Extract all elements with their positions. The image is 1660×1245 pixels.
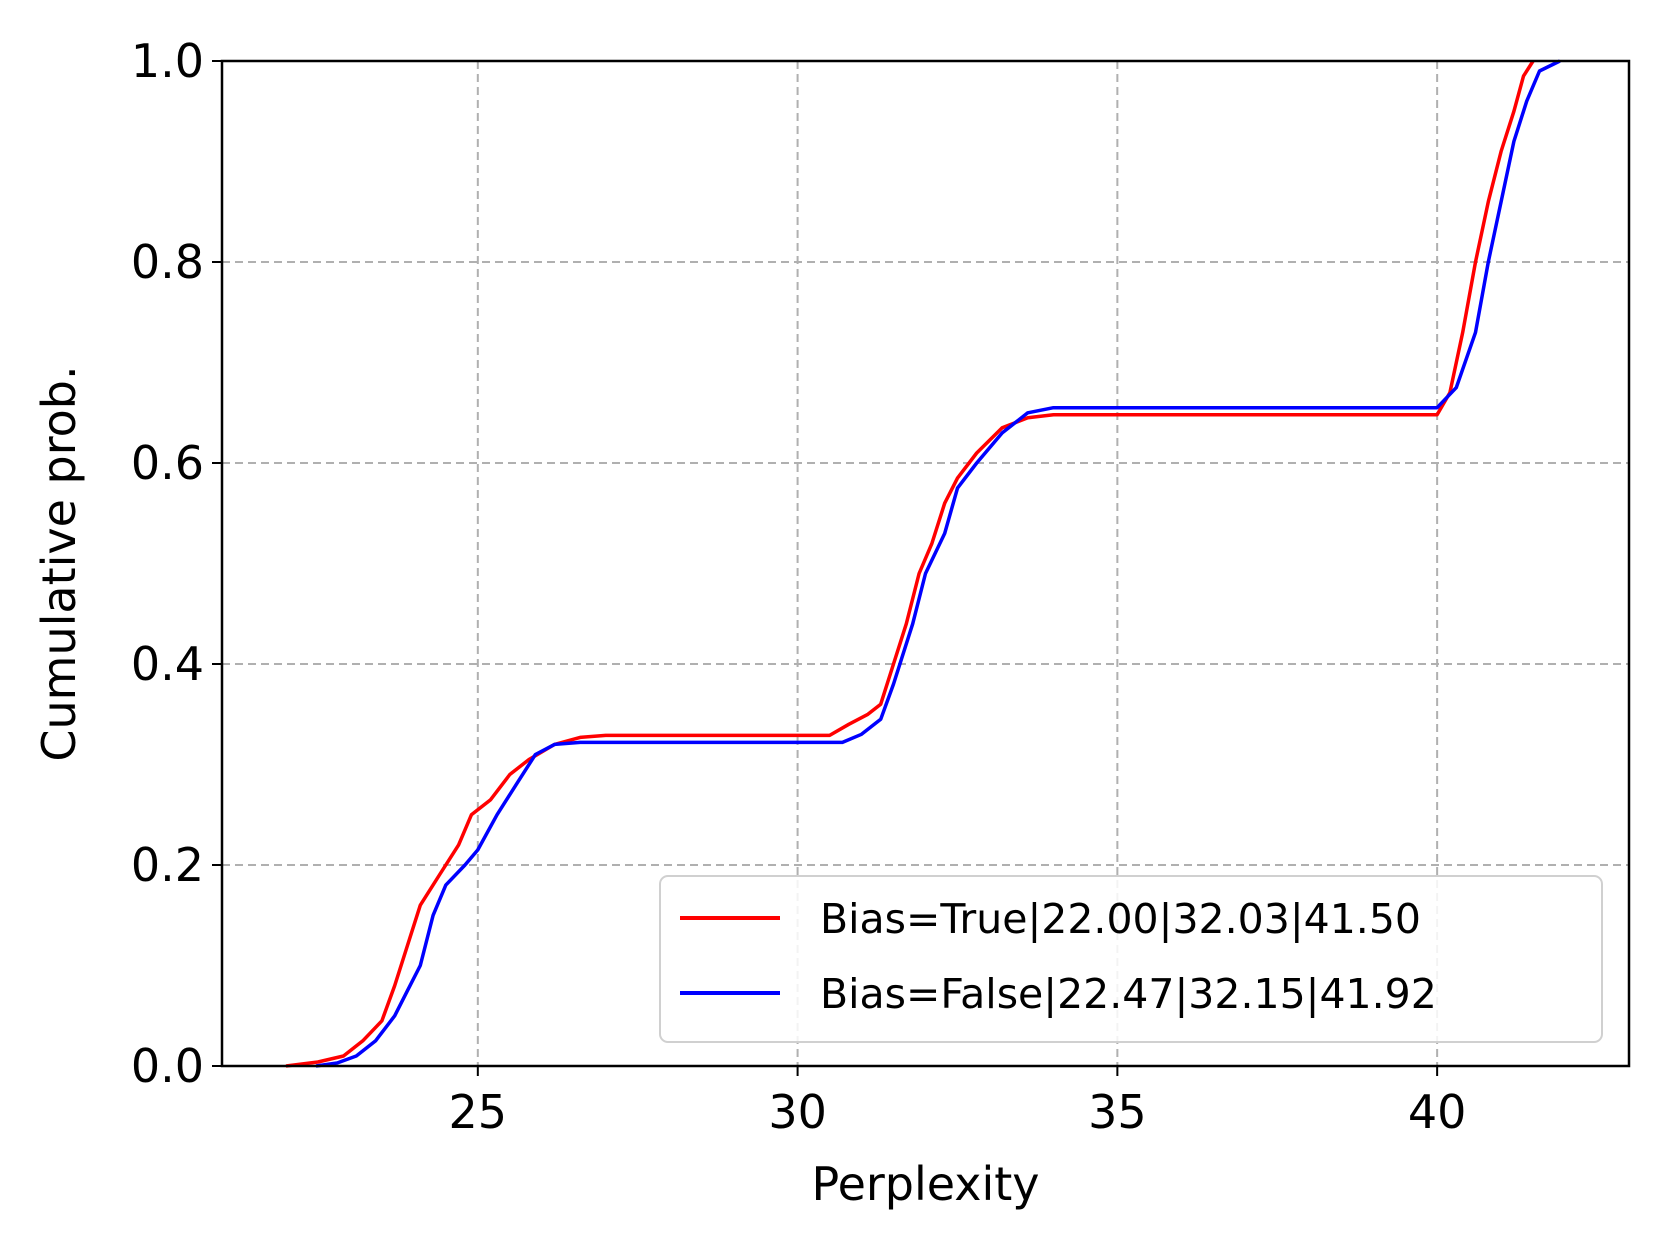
- series-line-bias-true: [285, 60, 1535, 1068]
- y-axis-label: Cumulative prob.: [32, 365, 86, 761]
- plot-frame: [220, 59, 1631, 1068]
- x-tick-label: 40: [1408, 1085, 1467, 1139]
- y-tick-label: 1.0: [131, 34, 204, 88]
- legend: Bias=True|22.00|32.03|41.50 Bias=False|22…: [659, 875, 1603, 1043]
- legend-label: Bias=False|22.47|32.15|41.92: [820, 970, 1437, 1018]
- x-axis-label: Perplexity: [811, 1157, 1039, 1211]
- x-tick-label: 25: [449, 1085, 508, 1139]
- x-tick-label: 30: [768, 1085, 827, 1139]
- legend-label: Bias=True|22.00|32.03|41.50: [820, 895, 1421, 943]
- y-tick-label: 0.4: [131, 637, 204, 691]
- legend-box: [659, 875, 1603, 1043]
- y-tick-label: 0.2: [131, 838, 204, 892]
- series-lines: [285, 59, 1561, 1068]
- y-tick-label: 0.8: [131, 235, 204, 289]
- series-line-bias-false: [315, 59, 1561, 1068]
- y-tick-label: 0.0: [131, 1039, 204, 1093]
- y-tick-label: 0.6: [131, 436, 204, 490]
- axis-ticks: 25 30 35 40 0.0 0.2 0.4 0.6 0.8 1.0: [131, 34, 1467, 1139]
- x-tick-label: 35: [1088, 1085, 1147, 1139]
